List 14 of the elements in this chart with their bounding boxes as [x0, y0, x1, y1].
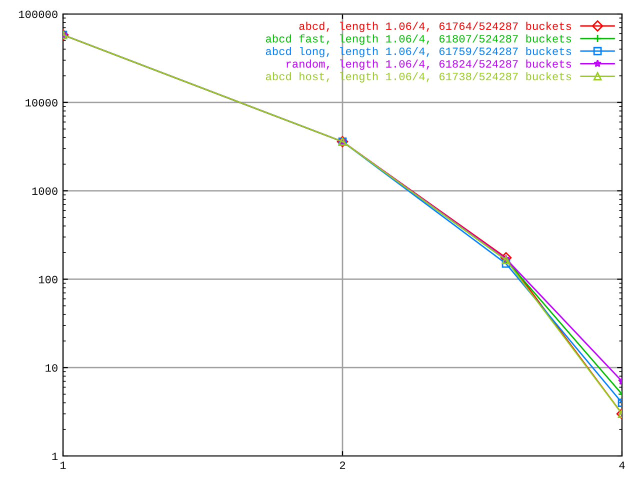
legend-label: random, length 1.06/4, 61824/524287 buckets [286, 60, 572, 70]
legend-label: abcd fast, length 1.06/4, 61807/524287 buckets [266, 34, 572, 45]
y-tick-label: 10000 [26, 98, 58, 107]
y-tick-label: 100000 [18, 10, 58, 18]
y-tick-label: 1 [52, 452, 58, 460]
x-tick-label: 4 [619, 462, 625, 469]
y-tick-label: 1000 [32, 187, 58, 195]
legend-label: abcd, length 1.06/4, 61764/524287 buckets [299, 22, 572, 32]
legend-label: abcd long, length 1.06/4, 61759/524287 buckets [266, 46, 572, 58]
y-tick-label: 100 [38, 276, 58, 284]
y-tick-label: 10 [46, 364, 58, 372]
x-tick-label: 2 [340, 461, 346, 469]
legend-label: abcd host, length 1.06/4, 61738/524287 buckets [266, 72, 572, 82]
x-tick-label: 1 [60, 462, 66, 469]
